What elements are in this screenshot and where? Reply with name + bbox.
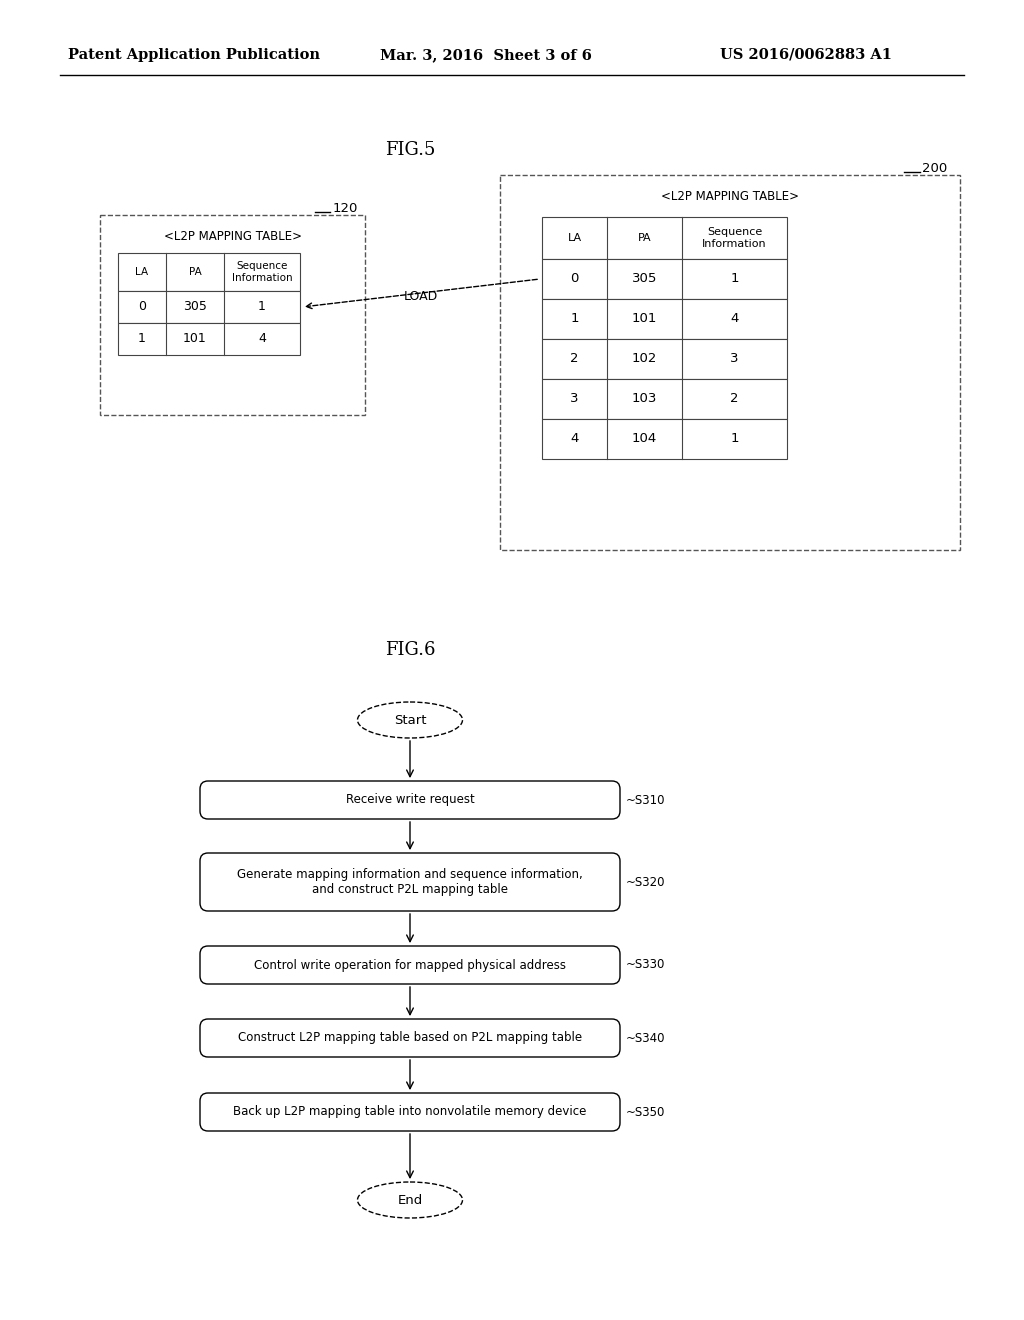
Text: Start: Start	[394, 714, 426, 726]
Text: 3: 3	[730, 352, 738, 366]
Text: ~S320: ~S320	[626, 875, 666, 888]
Text: 4: 4	[730, 313, 738, 326]
Text: Receive write request: Receive write request	[346, 793, 474, 807]
Text: Control write operation for mapped physical address: Control write operation for mapped physi…	[254, 958, 566, 972]
Text: 305: 305	[632, 272, 657, 285]
Text: ~S340: ~S340	[626, 1031, 666, 1044]
Ellipse shape	[357, 1181, 463, 1218]
Text: 200: 200	[922, 161, 947, 174]
Text: PA: PA	[188, 267, 202, 277]
Text: 1: 1	[730, 433, 738, 446]
FancyBboxPatch shape	[200, 946, 620, 983]
Text: 120: 120	[333, 202, 358, 214]
Text: 104: 104	[632, 433, 657, 446]
Text: LA: LA	[135, 267, 148, 277]
Text: FIG.6: FIG.6	[385, 642, 435, 659]
Text: <L2P MAPPING TABLE>: <L2P MAPPING TABLE>	[164, 231, 301, 243]
Text: 0: 0	[570, 272, 579, 285]
Text: ~S330: ~S330	[626, 958, 666, 972]
Bar	[118, 323, 300, 355]
Text: 4: 4	[258, 333, 266, 346]
Text: Patent Application Publication: Patent Application Publication	[68, 48, 319, 62]
Text: 4: 4	[570, 433, 579, 446]
Text: 101: 101	[632, 313, 657, 326]
Text: Sequence
Information: Sequence Information	[231, 261, 292, 282]
Text: 102: 102	[632, 352, 657, 366]
Text: Back up L2P mapping table into nonvolatile memory device: Back up L2P mapping table into nonvolati…	[233, 1106, 587, 1118]
Text: 2: 2	[570, 352, 579, 366]
Bar	[118, 290, 300, 323]
Text: 101: 101	[183, 333, 207, 346]
Bar	[542, 259, 787, 300]
Text: 103: 103	[632, 392, 657, 405]
Bar	[500, 176, 961, 550]
Bar	[100, 215, 365, 414]
Text: LA: LA	[567, 234, 582, 243]
Text: 1: 1	[138, 333, 146, 346]
FancyBboxPatch shape	[200, 1019, 620, 1057]
Text: 305: 305	[183, 301, 207, 314]
FancyBboxPatch shape	[200, 781, 620, 818]
FancyBboxPatch shape	[200, 853, 620, 911]
Bar	[542, 216, 787, 259]
Bar	[542, 300, 787, 339]
Bar	[542, 339, 787, 379]
Text: Sequence
Information: Sequence Information	[702, 227, 767, 248]
Bar	[118, 253, 300, 290]
Text: Mar. 3, 2016  Sheet 3 of 6: Mar. 3, 2016 Sheet 3 of 6	[380, 48, 592, 62]
Bar	[542, 418, 787, 459]
Text: ~S310: ~S310	[626, 793, 666, 807]
Text: 1: 1	[730, 272, 738, 285]
Text: <L2P MAPPING TABLE>: <L2P MAPPING TABLE>	[662, 190, 799, 203]
Text: End: End	[397, 1193, 423, 1206]
Text: LOAD: LOAD	[403, 290, 438, 304]
Text: 3: 3	[570, 392, 579, 405]
Text: ~S350: ~S350	[626, 1106, 666, 1118]
Text: 1: 1	[570, 313, 579, 326]
Text: 0: 0	[138, 301, 146, 314]
Text: 2: 2	[730, 392, 738, 405]
Text: Construct L2P mapping table based on P2L mapping table: Construct L2P mapping table based on P2L…	[238, 1031, 582, 1044]
Ellipse shape	[357, 702, 463, 738]
FancyBboxPatch shape	[200, 1093, 620, 1131]
Text: PA: PA	[638, 234, 651, 243]
Text: Generate mapping information and sequence information,
and construct P2L mapping: Generate mapping information and sequenc…	[238, 869, 583, 896]
Text: US 2016/0062883 A1: US 2016/0062883 A1	[720, 48, 892, 62]
Bar	[542, 379, 787, 418]
Text: FIG.5: FIG.5	[385, 141, 435, 158]
Text: 1: 1	[258, 301, 266, 314]
